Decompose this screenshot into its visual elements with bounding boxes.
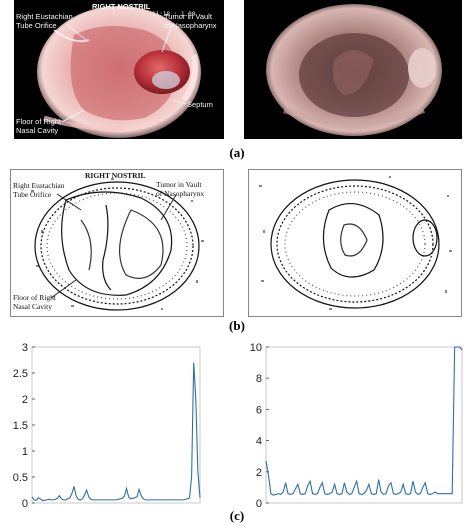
panel-b-right-edge-image xyxy=(248,169,462,317)
plot-area xyxy=(265,346,463,504)
y-tick-label: 6 xyxy=(256,404,262,416)
label-tumor-line2: of Nasopharynx xyxy=(164,21,217,30)
label-floor-line2: Nasal Cavity xyxy=(16,126,58,135)
endoscopy-photo-right xyxy=(244,0,462,139)
y-tick-label: 0.5 xyxy=(13,472,28,484)
timestamp-stamp: 11:18 : 1.00 xyxy=(152,11,196,18)
series-line xyxy=(265,346,463,496)
label-tumor-line1: Tumor in Vault xyxy=(164,12,213,21)
panel-a-right-endoscopy-image xyxy=(244,0,462,139)
edge-label-tumor-line1: Tumor in Vault xyxy=(156,180,202,189)
plot-area xyxy=(31,346,201,504)
y-tick-label: 2.5 xyxy=(13,368,28,380)
caption-a: (a) xyxy=(229,145,245,160)
edge-label-floor-line1: Floor of Right xyxy=(13,293,57,302)
label-floor-line1: Floor of Right xyxy=(16,117,62,126)
y-tick-label: 2 xyxy=(256,467,262,479)
series-line xyxy=(31,362,201,502)
label-septum: Septum xyxy=(187,100,213,109)
y-tick-label: 0 xyxy=(256,498,262,509)
y-tick-label: 8 xyxy=(256,373,262,385)
panel-c-left-line-chart: 0 0.5 1 1.5 2 2.5 3 xyxy=(13,342,201,509)
y-tick-label: 2 xyxy=(22,394,28,406)
y-tick-label: 1 xyxy=(22,446,28,458)
edge-label-tumor-line2: of Nasopharynx xyxy=(156,189,204,198)
y-tick-label: 4 xyxy=(256,436,262,448)
y-tick-label: 1.5 xyxy=(13,420,28,432)
y-tick-label: 3 xyxy=(22,342,28,354)
y-tick-label: 10 xyxy=(250,342,262,354)
endoscopy-photo-left: RIGHT NOSTRIL 11:18 : 1.00 Right Eustach… xyxy=(14,0,224,139)
edge-label-floor-line2: Nasal Cavity xyxy=(13,302,52,311)
caption-c: (c) xyxy=(229,508,245,523)
label-eustachian-line2: Tube Orifice xyxy=(16,21,57,30)
edge-label-eustachian-line1: Right Eustachian xyxy=(13,181,65,190)
panel-b-left-edge-image: RIGHT NOSTRIL Right Eustachian Tube Orif… xyxy=(10,169,224,317)
edge-map-left: RIGHT NOSTRIL Right Eustachian Tube Orif… xyxy=(11,170,223,316)
y-tick-label: 0 xyxy=(22,498,28,509)
edge-label-eustachian-line2: Tube Orifice xyxy=(13,190,52,199)
panel-c-right-line-chart: 0 2 4 6 8 10 xyxy=(250,342,463,509)
panel-a-left-endoscopy-image: RIGHT NOSTRIL 11:18 : 1.00 Right Eustach… xyxy=(14,0,224,139)
label-eustachian-line1: Right Eustachian xyxy=(16,12,73,21)
title-right-nostril: RIGHT NOSTRIL xyxy=(92,2,151,11)
edge-map-right xyxy=(249,170,461,316)
caption-b: (b) xyxy=(229,318,245,333)
edge-title-right-nostril: RIGHT NOSTRIL xyxy=(85,171,146,180)
